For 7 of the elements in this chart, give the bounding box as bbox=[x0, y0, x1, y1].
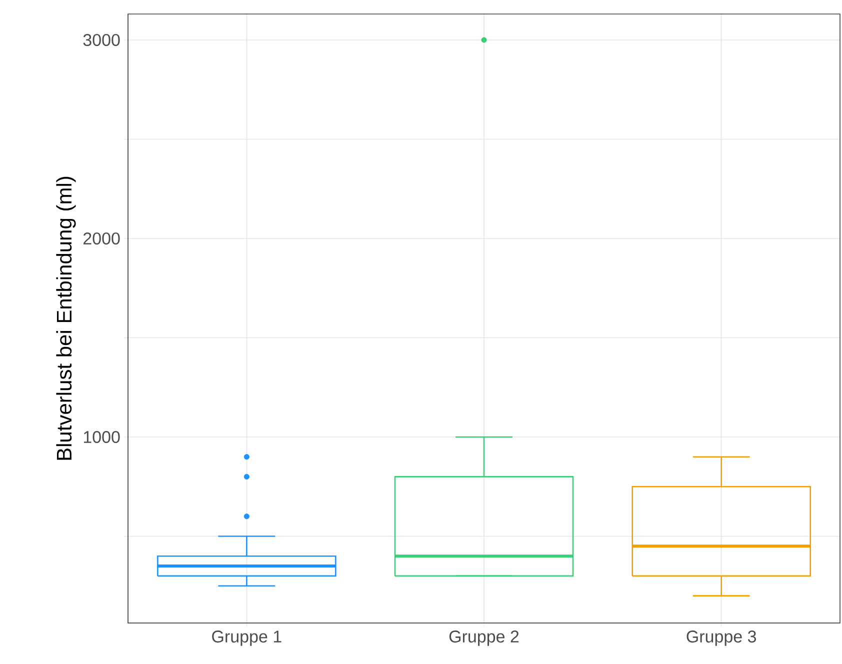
y-tick-label: 3000 bbox=[83, 34, 120, 46]
x-tick-label: Gruppe 1 bbox=[212, 630, 282, 646]
y-axis-title: Blutverlust bei Entbindung (ml) bbox=[56, 176, 76, 460]
y-tick-label: 1000 bbox=[84, 430, 120, 444]
y-tick-label: 2000 bbox=[84, 232, 120, 245]
x-tick-label: Gruppe 2 bbox=[449, 630, 519, 646]
x-tick-label: Gruppe 3 bbox=[686, 630, 756, 646]
